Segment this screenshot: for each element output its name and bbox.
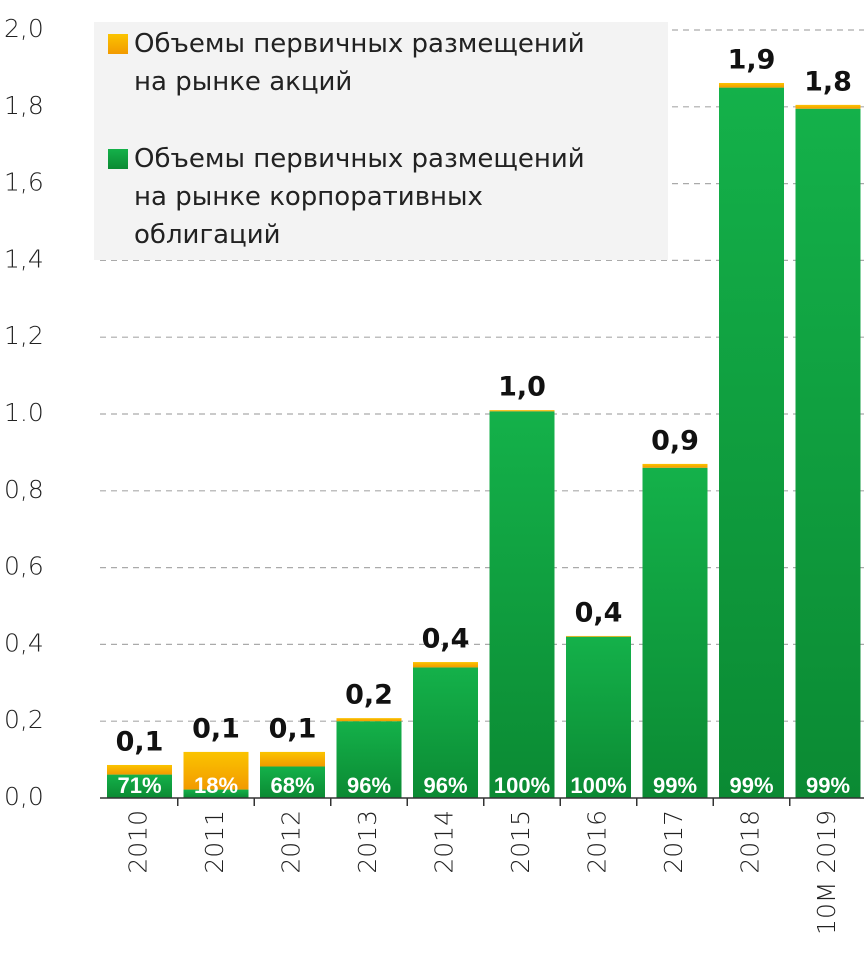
x-tick-label: 2011 [200,810,229,874]
x-tick-label: 10М 2019 [812,810,841,935]
legend-swatch [108,149,128,169]
total-label: 0,2 [345,680,393,711]
bar-segment [260,751,325,767]
x-tick-label: 2013 [353,810,382,874]
bar-segment [642,467,708,798]
x-tick-label: 2012 [277,810,306,874]
y-tick-label: 1,6 [4,168,44,197]
bar-segment [336,718,402,722]
total-label: 1,0 [498,372,546,403]
bar-segment [107,764,172,775]
bar-segment [719,87,784,799]
legend-swatch [108,34,128,54]
share-label: 18% [194,773,238,798]
bar-segment [566,635,631,637]
x-tick-label: 2010 [124,810,153,874]
x-tick-label: 2016 [583,810,612,874]
y-tick-label: 1,2 [4,321,44,350]
bar-segment [260,766,325,798]
share-label: 99% [729,773,773,798]
plot [107,82,861,799]
total-label: 0,4 [422,624,470,655]
share-label: 96% [423,773,467,798]
bar-segment [336,721,402,798]
y-tick-label: 0,8 [4,475,44,504]
y-tick-label: 0,4 [4,628,44,657]
x-tick-label: 2017 [659,810,688,874]
share-label: 99% [806,773,850,798]
bar-segment [489,410,555,412]
y-tick-label: 2,0 [4,14,44,43]
x-tick-label: 2014 [430,810,459,874]
share-label: 71% [117,773,161,798]
y-tick-label: 0,0 [4,782,44,811]
total-label: 1,8 [804,66,852,97]
share-label: 100% [570,773,626,798]
bar-segment [183,751,249,790]
share-label: 99% [653,773,697,798]
legend-box [94,22,668,260]
total-label: 0,9 [651,425,699,456]
y-tick-label: 1,8 [4,91,44,120]
bar-segment [566,636,631,798]
share-label: 68% [270,773,314,798]
bar-segment [413,662,478,668]
bar-segment [795,108,861,799]
y-tick-label: 1,4 [4,244,44,273]
bar-segment [489,411,555,798]
y-tick-label: 1.0 [4,398,44,427]
x-tick-label: 2018 [736,810,765,874]
bar-segment [183,789,249,798]
total-label: 0,1 [192,713,240,744]
total-label: 0,4 [575,597,623,628]
bar-segment [719,82,784,88]
legend-label: Объемы первичных размещений на рынке корп… [134,144,585,250]
share-label: 96% [347,773,391,798]
bar-segment [642,463,708,468]
legend-label: Объемы первичных размещений на рынке акци… [134,29,585,97]
bar-segment [107,774,172,798]
total-label: 1,9 [728,44,776,75]
total-label: 0,1 [116,726,164,757]
bar-segment [413,667,478,798]
total-label: 0,1 [269,713,317,744]
x-tick-label: 2015 [506,810,535,874]
share-label: 100% [494,773,550,798]
bar-segment [795,104,861,109]
y-tick-label: 0,6 [4,552,44,581]
y-tick-label: 0,2 [4,705,44,734]
